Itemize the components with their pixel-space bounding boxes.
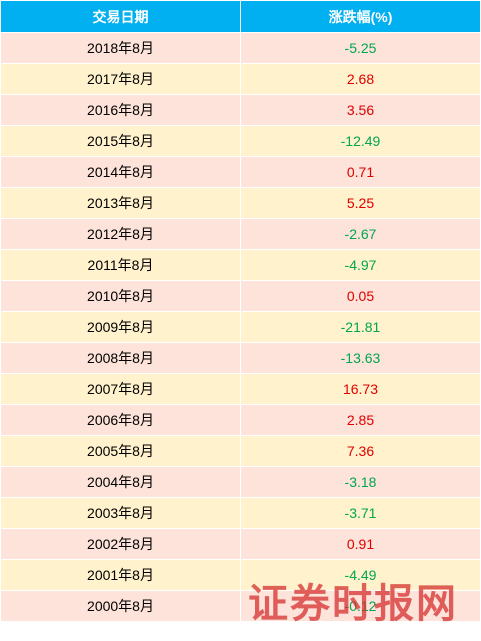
table-row: 2003年8月 -3.71 [0, 497, 481, 529]
trade-date-cell: 2009年8月 [0, 311, 241, 343]
monthly-change-table: 交易日期 涨跌幅(%) 2018年8月 -5.25 2017年8月 2.68 2016年… [0, 0, 481, 622]
trade-date-cell: 2012年8月 [0, 218, 241, 250]
trade-date-cell: 2015年8月 [0, 125, 241, 157]
change-percent-cell: 16.73 [240, 373, 481, 405]
trade-date-cell: 2005年8月 [0, 435, 241, 467]
trade-date-cell: 2013年8月 [0, 187, 241, 219]
trade-date-cell: 2014年8月 [0, 156, 241, 188]
table-row: 2009年8月 -21.81 [0, 311, 481, 343]
trade-date-cell: 2016年8月 [0, 94, 241, 126]
trade-date-cell: 2010年8月 [0, 280, 241, 312]
table-body: 2018年8月 -5.25 2017年8月 2.68 2016年8月 3.56 2015年8… [0, 32, 481, 622]
change-percent-cell: 7.36 [240, 435, 481, 467]
table-row: 2017年8月 2.68 [0, 63, 481, 95]
change-percent-cell: -2.67 [240, 218, 481, 250]
change-percent-cell: 5.25 [240, 187, 481, 219]
trade-date-cell: 2018年8月 [0, 32, 241, 64]
trade-date-cell: 2017年8月 [0, 63, 241, 95]
table-row: 2005年8月 7.36 [0, 435, 481, 467]
table-row: 2013年8月 5.25 [0, 187, 481, 219]
change-percent-cell: -0.12 [240, 590, 481, 622]
trade-date-cell: 2001年8月 [0, 559, 241, 591]
table-row: 2000年8月 -0.12 [0, 590, 481, 622]
change-percent-cell: -3.71 [240, 497, 481, 529]
change-percent-cell: -13.63 [240, 342, 481, 374]
table-row: 2001年8月 -4.49 [0, 559, 481, 591]
trade-date-cell: 2004年8月 [0, 466, 241, 498]
trade-date-cell: 2002年8月 [0, 528, 241, 560]
table-row: 2008年8月 -13.63 [0, 342, 481, 374]
table-row: 2004年8月 -3.18 [0, 466, 481, 498]
table-row: 2012年8月 -2.67 [0, 218, 481, 250]
table-row: 2015年8月 -12.49 [0, 125, 481, 157]
change-percent-cell: 0.91 [240, 528, 481, 560]
change-percent-cell: 2.68 [240, 63, 481, 95]
table-row: 2007年8月 16.73 [0, 373, 481, 405]
table-row: 2011年8月 -4.97 [0, 249, 481, 281]
table-row: 2010年8月 0.05 [0, 280, 481, 312]
trade-date-cell: 2008年8月 [0, 342, 241, 374]
table-row: 2006年8月 2.85 [0, 404, 481, 436]
change-percent-cell: 2.85 [240, 404, 481, 436]
table-row: 2018年8月 -5.25 [0, 32, 481, 64]
change-percent-cell: -12.49 [240, 125, 481, 157]
table-row: 2002年8月 0.91 [0, 528, 481, 560]
change-percent-cell: 0.05 [240, 280, 481, 312]
change-percent-cell: 0.71 [240, 156, 481, 188]
header-change-percent: 涨跌幅(%) [240, 0, 481, 33]
change-percent-cell: -4.97 [240, 249, 481, 281]
trade-date-cell: 2006年8月 [0, 404, 241, 436]
change-percent-cell: -5.25 [240, 32, 481, 64]
change-percent-cell: -21.81 [240, 311, 481, 343]
trade-date-cell: 2011年8月 [0, 249, 241, 281]
trade-date-cell: 2003年8月 [0, 497, 241, 529]
table-row: 2014年8月 0.71 [0, 156, 481, 188]
change-percent-cell: 3.56 [240, 94, 481, 126]
change-percent-cell: -3.18 [240, 466, 481, 498]
trade-date-cell: 2007年8月 [0, 373, 241, 405]
table-header-row: 交易日期 涨跌幅(%) [0, 0, 481, 33]
trade-date-cell: 2000年8月 [0, 590, 241, 622]
table-row: 2016年8月 3.56 [0, 94, 481, 126]
change-percent-cell: -4.49 [240, 559, 481, 591]
header-trade-date: 交易日期 [0, 0, 241, 33]
